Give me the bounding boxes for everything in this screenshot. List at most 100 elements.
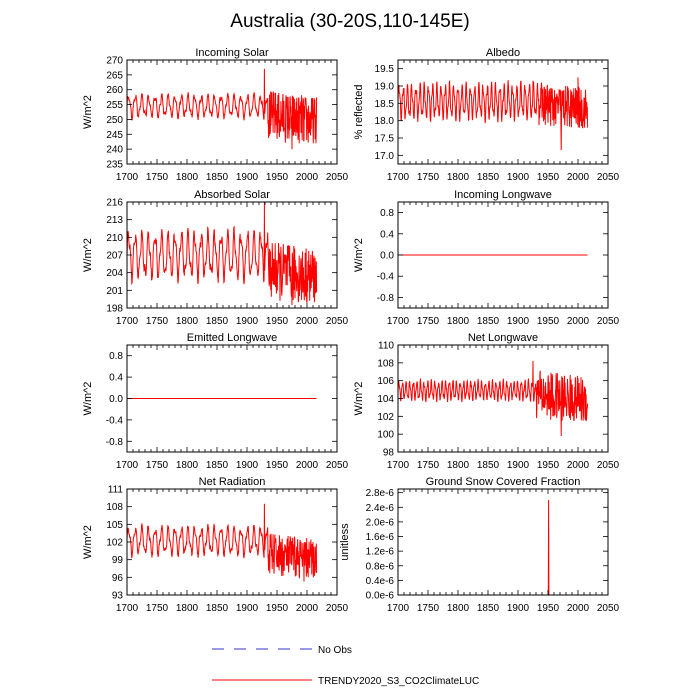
y-tick-label: 98 [383, 448, 395, 459]
y-tick-label: 19.0 [375, 82, 395, 93]
x-tick-label: 1850 [477, 603, 500, 614]
y-tick-label: 1.6e-6 [366, 532, 395, 543]
panel-title: Emitted Longwave [187, 332, 278, 344]
y-axis-label: % reflected [353, 84, 365, 139]
x-tick-label: 1750 [146, 460, 169, 471]
x-tick-label: 1750 [417, 603, 440, 614]
y-tick-label: 0.4 [109, 373, 123, 384]
panel-title: Net Radiation [199, 476, 266, 488]
legend-label-trendy: TRENDY2020_S3_CO2ClimateLUC [318, 676, 479, 687]
x-tick-label: 2050 [597, 172, 620, 183]
y-tick-label: 2.4e-6 [366, 503, 395, 514]
y-tick-label: 108 [106, 502, 123, 513]
x-tick-label: 1700 [116, 460, 139, 471]
x-tick-label: 2000 [296, 316, 319, 327]
x-tick-label: 1800 [447, 460, 470, 471]
x-tick-label: 1950 [537, 460, 560, 471]
y-axis-label: W/m^2 [353, 382, 365, 416]
y-tick-label: 106 [377, 376, 394, 387]
y-tick-label: 18.5 [375, 99, 395, 110]
y-axis-label: W/m^2 [353, 238, 365, 272]
panel-title: Albedo [486, 47, 520, 59]
x-tick-label: 1700 [387, 460, 410, 471]
y-tick-label: 17.0 [375, 151, 395, 162]
panel-net-longwave: Net Longwave 1700 1750 1800 1850 1900 1950 2000… [353, 332, 620, 471]
y-tick-label: 265 [106, 70, 123, 81]
x-tick-label: 1900 [236, 172, 259, 183]
figure-title: Australia (30-20S,110-145E) [230, 11, 469, 32]
x-tick-label: 1750 [417, 460, 440, 471]
x-tick-label: 2000 [567, 172, 590, 183]
x-tick-label: 2000 [296, 172, 319, 183]
y-tick-label: 270 [106, 56, 123, 67]
y-tick-label: 18.0 [375, 116, 395, 127]
y-tick-label: 93 [112, 591, 124, 602]
panel-title: Ground Snow Covered Fraction [426, 476, 581, 488]
y-tick-label: 19.5 [375, 64, 395, 75]
y-tick-label: 255 [106, 100, 123, 111]
x-tick-label: 1900 [507, 460, 530, 471]
x-tick-label: 1700 [116, 603, 139, 614]
x-tick-label: 1950 [537, 603, 560, 614]
panel-absorbed-solar: Absorbed Solar 1700 1750 1800 1850 1900 1950 20… [82, 189, 349, 327]
x-tick-label: 1950 [266, 460, 289, 471]
y-tick-label: 100 [377, 430, 394, 441]
x-tick-label: 1950 [266, 172, 289, 183]
y-tick-label: 245 [106, 130, 123, 141]
y-tick-label: -0.4 [106, 415, 124, 426]
x-tick-label: 1750 [417, 172, 440, 183]
y-axis-label: unitless [339, 523, 351, 561]
y-tick-label: 204 [106, 268, 123, 279]
x-tick-label: 1950 [537, 316, 560, 327]
x-tick-label: 1850 [477, 316, 500, 327]
plot-frame [126, 488, 338, 596]
y-tick-label: 96 [112, 573, 124, 584]
y-tick-label: 0.0 [380, 251, 394, 262]
x-tick-label: 1750 [146, 316, 169, 327]
x-tick-label: 1700 [116, 316, 139, 327]
x-tick-label: 1800 [447, 603, 470, 614]
y-axis-label: W/m^2 [82, 95, 94, 129]
y-tick-label: 111 [108, 485, 124, 496]
plot-frame [397, 488, 609, 596]
y-axis-label: W/m^2 [82, 238, 94, 272]
x-tick-label: 1900 [507, 316, 530, 327]
y-axis-label: W/m^2 [82, 382, 94, 416]
y-tick-label: -0.8 [106, 437, 124, 448]
x-tick-label: 1750 [146, 603, 169, 614]
x-tick-label: 1800 [176, 316, 199, 327]
series-line-0 [398, 77, 589, 151]
y-tick-label: 235 [106, 160, 123, 171]
x-tick-label: 1900 [236, 460, 259, 471]
y-tick-label: 0.4e-6 [366, 576, 395, 587]
x-tick-label: 1850 [206, 603, 229, 614]
y-tick-label: 0.0e-6 [366, 591, 395, 602]
y-tick-label: 201 [106, 286, 123, 297]
y-tick-label: 250 [106, 115, 123, 126]
x-tick-label: 1850 [206, 172, 229, 183]
series-line-0 [398, 361, 589, 436]
x-tick-label: 1850 [206, 460, 229, 471]
y-tick-label: 260 [106, 85, 123, 96]
x-tick-label: 2000 [296, 460, 319, 471]
y-tick-label: 2.8e-6 [366, 488, 395, 499]
legend-label-no-obs: No Obs [318, 645, 352, 656]
y-tick-label: 1.2e-6 [366, 547, 395, 558]
x-tick-label: 2050 [597, 316, 620, 327]
panel-net-radiation: Net Radiation 1700 1750 1800 1850 1900 1950 200… [82, 476, 349, 614]
x-tick-label: 1800 [447, 172, 470, 183]
y-tick-label: 102 [377, 412, 394, 423]
x-tick-label: 1700 [387, 172, 410, 183]
x-tick-label: 2000 [567, 603, 590, 614]
y-tick-label: 0.8e-6 [366, 561, 395, 572]
y-tick-label: -0.4 [377, 272, 395, 283]
x-tick-label: 2050 [326, 460, 349, 471]
x-tick-label: 2000 [296, 603, 319, 614]
y-tick-label: 0.8 [380, 208, 394, 219]
x-tick-label: 1850 [477, 460, 500, 471]
legend: No Obs TRENDY2020_S3_CO2ClimateLUC [212, 645, 479, 687]
y-tick-label: 240 [106, 145, 123, 156]
y-tick-label: 0.4 [380, 229, 394, 240]
x-tick-label: 1700 [116, 172, 139, 183]
x-tick-label: 1900 [236, 316, 259, 327]
